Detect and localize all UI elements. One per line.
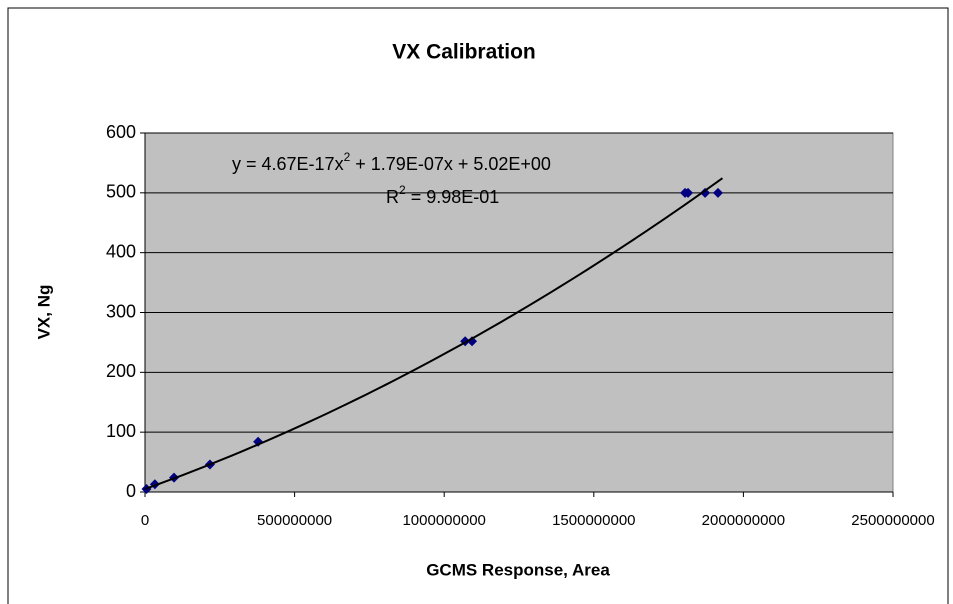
x-tick-label: 500000000 <box>257 512 332 529</box>
equation-part: 2 <box>344 150 351 164</box>
trendline <box>144 177 724 490</box>
r2-part: 2 <box>399 183 406 197</box>
chart-title: VX Calibration <box>392 41 536 64</box>
x-tick-label: 1000000000 <box>402 512 485 529</box>
x-tick-label: 2000000000 <box>702 512 785 529</box>
x-tick-label: 1500000000 <box>552 512 635 529</box>
r-squared: R2 = 9.98E-01 <box>386 183 499 207</box>
equation-part: + 1.79E-07x + 5.02E+00 <box>350 154 551 174</box>
y-tick-label: 400 <box>106 241 136 261</box>
equation-part: y = 4.67E-17x <box>232 154 344 174</box>
y-tick-label: 200 <box>106 361 136 381</box>
x-tick-label: 2500000000 <box>851 512 934 529</box>
y-tick-label: 0 <box>126 481 136 501</box>
y-tick-label: 500 <box>106 182 136 202</box>
x-tick-label: 0 <box>141 512 149 529</box>
y-axis-label: VX, Ng <box>34 285 53 340</box>
x-axis-label: GCMS Response, Area <box>426 560 610 579</box>
y-tick-label: 600 <box>106 122 136 142</box>
data-point <box>683 187 694 198</box>
y-tick-label: 100 <box>106 421 136 441</box>
data-point <box>700 187 711 198</box>
r2-part: R <box>386 187 399 207</box>
data-point <box>467 336 478 347</box>
data-point <box>712 187 723 198</box>
y-tick-label: 300 <box>106 301 136 321</box>
r2-part: = 9.98E-01 <box>406 187 500 207</box>
trendline-equation: y = 4.67E-17x2 + 1.79E-07x + 5.02E+00 <box>232 150 551 174</box>
